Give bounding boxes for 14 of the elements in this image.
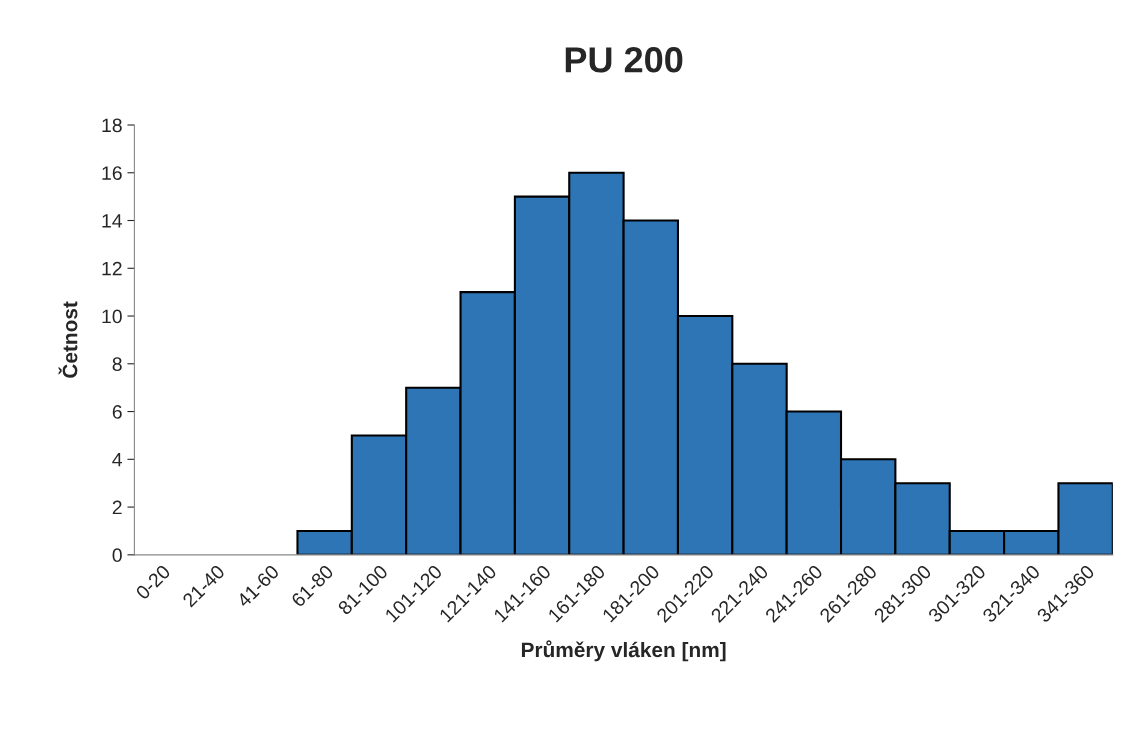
chart-title: PU 200 <box>565 47 683 73</box>
x-axis-title: Průměry vláken [nm] <box>521 640 726 662</box>
y-tick-label: 12 <box>102 261 122 276</box>
y-axis-title: Četnost <box>58 301 78 378</box>
y-tick-label: 10 <box>102 309 122 324</box>
y-tick-label: 18 <box>102 118 122 133</box>
y-tick-label: 4 <box>112 452 123 467</box>
y-tick-label: 2 <box>112 500 122 515</box>
x-tick-label: 0-20 <box>134 564 172 601</box>
y-tick-label: 16 <box>102 166 122 180</box>
y-tick-label: 6 <box>112 405 122 419</box>
y-tick-label: 0 <box>112 548 122 563</box>
y-tick-label: 14 <box>102 214 123 228</box>
y-tick-label: 8 <box>112 357 122 372</box>
